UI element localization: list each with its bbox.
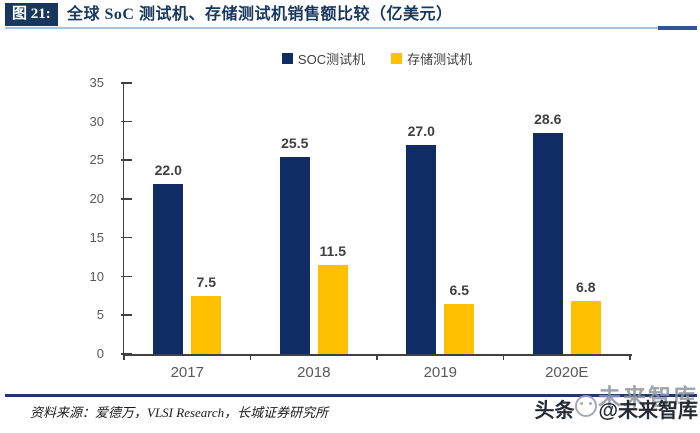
legend-item-memory: 存储测试机 [391, 49, 472, 68]
x-axis-tick [249, 354, 252, 360]
y-axis-label: 10 [89, 268, 104, 284]
y-axis-label: 0 [96, 346, 104, 361]
bar-value-label: 25.5 [281, 134, 309, 151]
y-axis-label: 20 [89, 191, 104, 207]
y-axis-tick [121, 353, 132, 355]
legend-swatch-icon [391, 53, 403, 64]
watermark-front-suffix: @未来智库 [598, 400, 698, 422]
y-axis-tick [121, 120, 132, 123]
bar-memory-2020E [570, 301, 601, 354]
x-axis-tick [376, 354, 378, 360]
legend-label: SOC测试机 [297, 52, 366, 67]
watermark-front-text: 头条 @未来智库 [534, 394, 698, 423]
chart-legend: SOC测试机 存储测试机 [124, 49, 630, 68]
y-axis-tick [121, 198, 132, 200]
legend-item-soc: SOC测试机 [281, 49, 366, 68]
watermark: 未来智库 头条 @未来智库 [478, 378, 698, 430]
y-axis-tick [121, 275, 132, 278]
bar-soc-2020E [532, 132, 563, 354]
bar-value-label: 27.0 [407, 122, 435, 139]
watermark-front-prefix: 头条 [534, 400, 575, 422]
source-note: 资料来源：爱德万，VLSI Research，长城证券研究所 [30, 405, 329, 420]
legend-swatch-icon [281, 53, 293, 64]
footer-rule [5, 394, 697, 397]
x-axis-category-label: 2017 [170, 364, 204, 381]
bar-memory-2018 [317, 264, 348, 354]
watermark-logo-icon [575, 394, 598, 417]
x-axis-tick [629, 354, 631, 360]
y-axis-tick [121, 314, 132, 316]
x-axis-tick [502, 354, 505, 360]
bar-soc-2018 [279, 156, 310, 354]
header-rule-dark-segment [658, 26, 697, 30]
x-axis-tick [123, 354, 125, 360]
header-rule-light [5, 27, 697, 29]
bar-value-label: 28.6 [534, 110, 562, 127]
y-axis-tick [121, 159, 132, 161]
bar-memory-2019 [444, 303, 475, 354]
bar-value-label: 11.5 [319, 242, 346, 259]
y-axis-label: 5 [96, 307, 104, 323]
bar-value-label: 7.5 [196, 273, 216, 290]
bar-value-label: 22.0 [154, 161, 182, 178]
x-axis-category-label: 2020E [545, 364, 589, 381]
bar-memory-2017 [191, 295, 222, 354]
legend-label: 存储测试机 [407, 52, 473, 67]
x-axis-category-label: 2018 [297, 364, 331, 381]
figure-title: 全球 SoC 测试机、存储测试机销售额比较（亿美元） [67, 6, 453, 23]
figure-badge: 图 21: [5, 3, 58, 26]
watermark-back-text: 未来智库 [598, 384, 698, 410]
x-axis-category-label: 2019 [423, 364, 457, 381]
y-axis-label: 35 [89, 75, 104, 90]
y-axis-tick [121, 82, 132, 84]
y-axis-label: 30 [89, 113, 104, 129]
bar-soc-2017 [153, 183, 184, 354]
bar-soc-2019 [406, 144, 437, 354]
y-axis-line [122, 83, 124, 356]
y-axis-label: 15 [89, 229, 104, 245]
bar-value-label: 6.8 [576, 279, 596, 296]
y-axis-tick [121, 236, 132, 239]
y-axis-label: 25 [89, 152, 104, 168]
bar-value-label: 6.5 [449, 281, 469, 298]
